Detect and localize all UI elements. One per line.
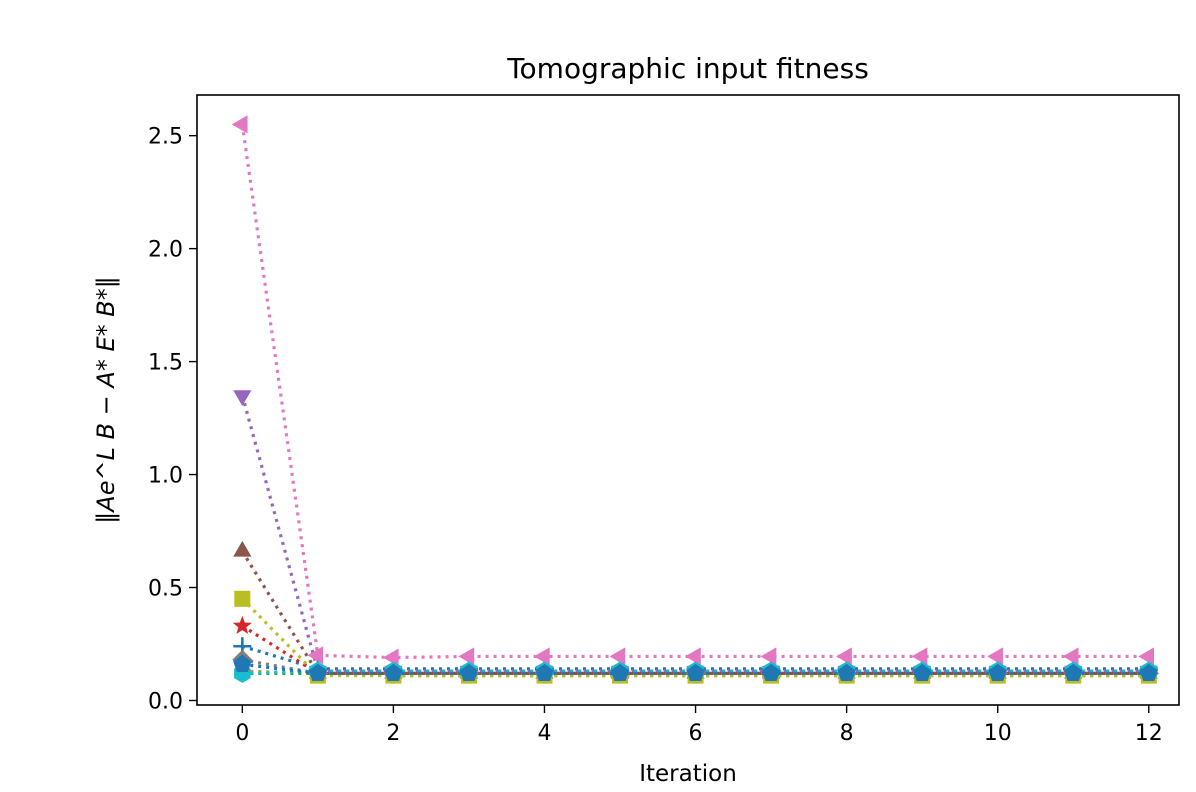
y-axis-label: ‖Ae^L B − A* E* B*‖ bbox=[92, 276, 120, 523]
chart-title: Tomographic input fitness bbox=[506, 52, 869, 85]
data-point-s11-x12 bbox=[1139, 663, 1158, 682]
y-tick-label-1: 0.5 bbox=[148, 577, 183, 602]
x-tick-label-1: 2 bbox=[386, 721, 400, 746]
x-tick-label-6: 12 bbox=[1135, 721, 1163, 746]
data-point-s7-x11 bbox=[1062, 647, 1079, 666]
data-point-s11-x11 bbox=[1064, 663, 1083, 682]
data-point-s5-x0 bbox=[233, 390, 252, 406]
data-point-s11-x9 bbox=[913, 663, 932, 682]
x-tick-label-4: 8 bbox=[840, 721, 854, 746]
data-point-s9-x0 bbox=[234, 590, 251, 607]
series-layer bbox=[231, 115, 1160, 684]
data-point-s11-x4 bbox=[535, 663, 554, 682]
data-point-s11-x5 bbox=[610, 663, 630, 682]
x-tick-label-3: 6 bbox=[689, 721, 703, 746]
data-point-s11-x2 bbox=[384, 663, 403, 682]
data-point-s11-x3 bbox=[459, 663, 478, 682]
data-point-s7-x4 bbox=[533, 647, 550, 666]
data-point-s11-x7 bbox=[762, 663, 781, 682]
data-point-s6-x0 bbox=[233, 540, 252, 557]
x-tick-label-5: 10 bbox=[984, 721, 1012, 746]
x-tick-label-2: 4 bbox=[537, 721, 551, 746]
data-point-s7-x2 bbox=[382, 648, 399, 667]
y-tick-label-3: 1.5 bbox=[148, 351, 183, 376]
data-point-s7-x9 bbox=[911, 647, 928, 666]
data-point-s11-x1 bbox=[308, 663, 327, 682]
data-point-s11-x10 bbox=[988, 663, 1007, 682]
y-tick-label-5: 2.5 bbox=[148, 125, 183, 150]
x-axis-label: Iteration bbox=[639, 761, 737, 787]
x-axis: 0 2 4 6 8 10 12 bbox=[235, 705, 1163, 746]
data-point-s4-x0 bbox=[232, 615, 252, 635]
data-point-s7-x3 bbox=[458, 647, 475, 666]
data-point-s7-x0 bbox=[231, 115, 248, 134]
data-point-s7-x10 bbox=[987, 647, 1003, 666]
series-7 bbox=[231, 115, 1155, 667]
y-tick-label-4: 2.0 bbox=[148, 238, 183, 263]
data-point-s7-x12 bbox=[1138, 647, 1155, 666]
data-point-s7-x6 bbox=[685, 647, 701, 666]
y-tick-label-2: 1.0 bbox=[148, 464, 183, 489]
data-point-s7-x7 bbox=[760, 647, 777, 666]
data-point-s11-x8 bbox=[837, 663, 856, 682]
data-point-s11-x6 bbox=[686, 663, 705, 682]
data-point-s7-x5 bbox=[609, 647, 626, 666]
series-11 bbox=[233, 654, 1158, 682]
y-axis: 0.0 0.5 1.0 1.5 2.0 2.5 bbox=[148, 125, 197, 714]
data-point-s11-x0 bbox=[233, 654, 252, 673]
data-point-s7-x8 bbox=[836, 647, 852, 666]
x-tick-label-0: 0 bbox=[235, 721, 249, 746]
data-point-s7-x1 bbox=[307, 646, 324, 665]
plot-frame bbox=[196, 94, 1180, 706]
y-tick-label-0: 0.0 bbox=[148, 689, 183, 714]
